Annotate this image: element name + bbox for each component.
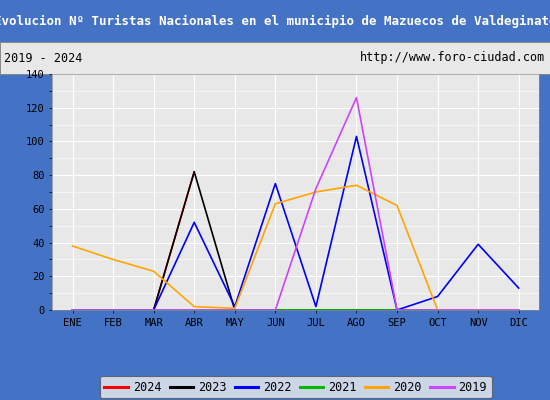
Text: Evolucion Nº Turistas Nacionales en el municipio de Mazuecos de Valdeginate: Evolucion Nº Turistas Nacionales en el m… (0, 14, 550, 28)
Text: http://www.foro-ciudad.com: http://www.foro-ciudad.com (360, 52, 546, 64)
Text: 2019 - 2024: 2019 - 2024 (4, 52, 83, 64)
Legend: 2024, 2023, 2022, 2021, 2020, 2019: 2024, 2023, 2022, 2021, 2020, 2019 (100, 376, 492, 398)
